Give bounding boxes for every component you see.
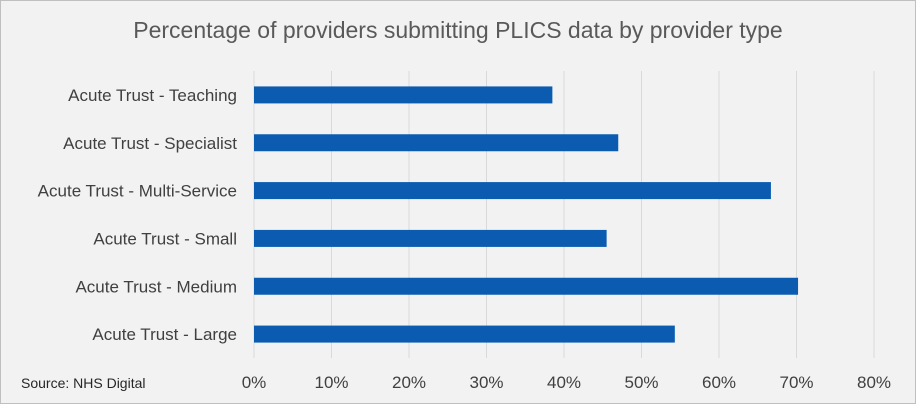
x-tick-label: 60% [702,373,736,392]
x-tick-label: 70% [779,373,813,392]
category-labels: Acute Trust - Teaching Acute Trust - Spec… [38,86,238,344]
bar [254,134,619,152]
category-label: Acute Trust - Medium [75,277,237,296]
category-label: Acute Trust - Large [92,325,237,344]
category-label: Acute Trust - Teaching [68,86,237,105]
gridlines [253,71,875,358]
category-label: Acute Trust - Specialist [63,134,237,153]
source-note: Source: NHS Digital [21,375,146,391]
x-axis-tick-labels: 0% 10% 20% 30% 40% 50% 60% 70% 80% [242,373,891,392]
bar [254,86,553,104]
bar [254,325,675,343]
x-tick-label: 30% [469,373,503,392]
x-tick-label: 40% [547,373,581,392]
bar [254,277,799,295]
x-tick-label: 50% [624,373,658,392]
x-tick-label: 80% [857,373,891,392]
bar [254,182,771,200]
category-label: Acute Trust - Multi-Service [38,182,237,201]
category-label: Acute Trust - Small [93,229,237,248]
chart-title: Percentage of providers submitting PLICS… [133,17,783,43]
x-tick-label: 20% [392,373,426,392]
x-tick-label: 0% [242,373,267,392]
bar [254,229,607,247]
bars [254,86,799,343]
x-tick-label: 10% [314,373,348,392]
